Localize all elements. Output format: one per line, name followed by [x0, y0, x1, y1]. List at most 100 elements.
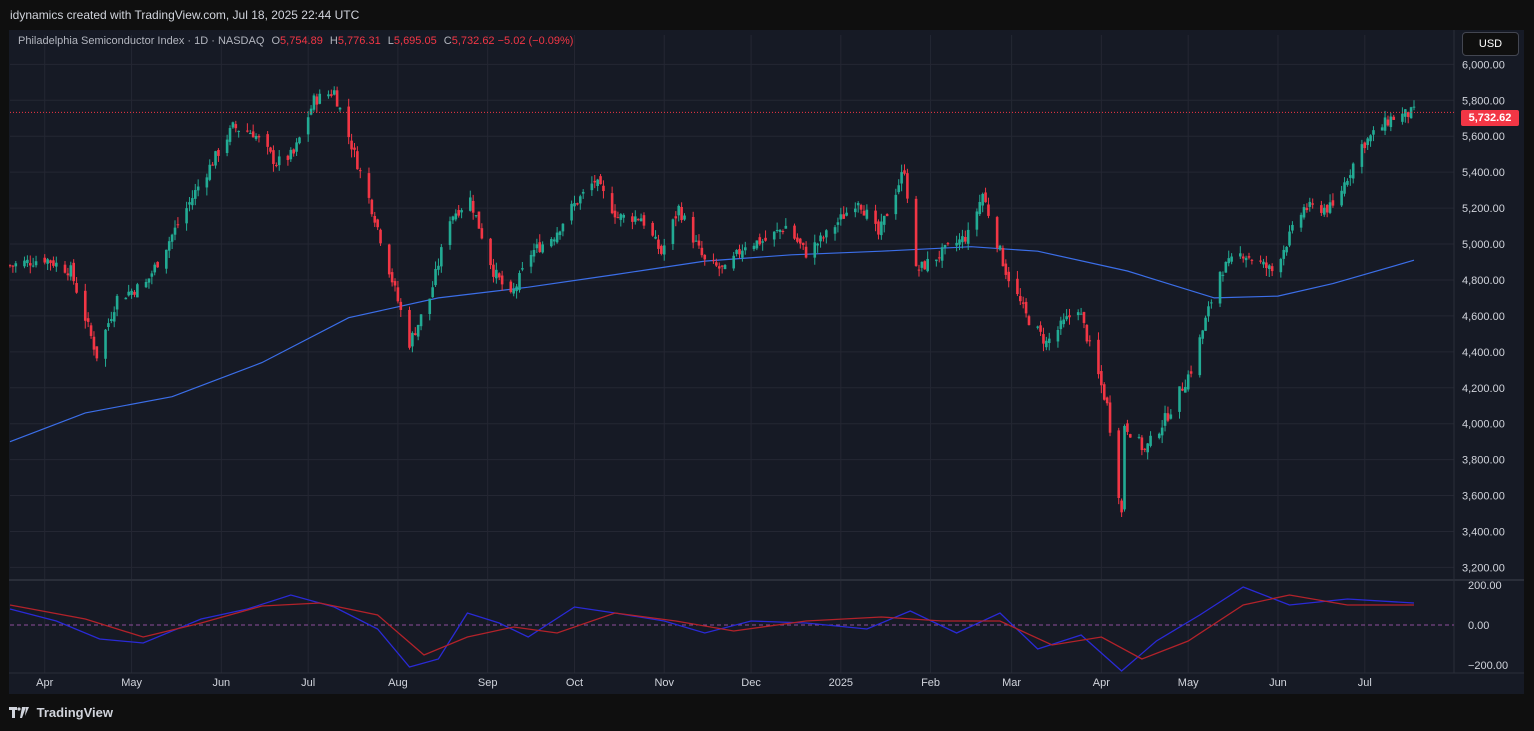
candle-body [419, 314, 423, 327]
candle-body [1189, 371, 1193, 374]
x-tick-label: May [121, 677, 142, 689]
candle-body [1137, 436, 1141, 438]
low-label: L [387, 35, 394, 47]
candle-body [813, 242, 817, 258]
candle-body [920, 261, 924, 268]
y-tick-label: 4,400.00 [1462, 347, 1505, 359]
candle-body [1047, 338, 1051, 343]
candle-body [332, 90, 336, 95]
candle-body [110, 319, 113, 322]
candle-body [1184, 386, 1187, 393]
candle-body [897, 185, 901, 193]
candle-body [1198, 337, 1202, 376]
candle-body [55, 262, 58, 267]
y-tick-label: 5,600.00 [1462, 131, 1505, 143]
candle-body [703, 254, 707, 260]
candle-body [1218, 271, 1222, 304]
candle-body [642, 215, 646, 226]
candle-body [1343, 182, 1346, 194]
candle-body [914, 198, 918, 267]
candle-body [633, 216, 637, 222]
candle-body [95, 346, 99, 359]
candle-body [266, 134, 269, 147]
candle-body [335, 90, 339, 107]
candle-body [839, 214, 843, 220]
candle-body [963, 236, 967, 242]
candle-body [535, 244, 539, 249]
candle-body [555, 232, 559, 243]
y-tick-label: 3,800.00 [1462, 455, 1505, 467]
candle-body [1239, 253, 1242, 257]
candle-body [434, 268, 437, 286]
candle-body [396, 287, 400, 302]
high-label: H [329, 35, 338, 47]
header-bar: idynamics created with TradingView.com, … [0, 0, 1534, 30]
candle-body [1076, 312, 1080, 316]
candle-body [1068, 315, 1071, 318]
candle-body [83, 290, 87, 321]
candle-body [144, 281, 148, 288]
candle-body [1250, 259, 1254, 261]
candle-body [489, 238, 492, 266]
candle-body [1389, 116, 1393, 128]
candle-body [1120, 500, 1123, 513]
candle-body [124, 297, 128, 300]
candle-body [940, 247, 944, 261]
candle-body [289, 149, 293, 160]
candle-body [816, 243, 819, 246]
candle-body [521, 268, 524, 270]
candle-body [1204, 317, 1207, 331]
candle-body [775, 229, 779, 231]
candle-body [529, 254, 533, 267]
candle-body [234, 124, 238, 129]
candle-body [1001, 247, 1005, 267]
candle-body [1279, 259, 1283, 273]
x-tick-label: Feb [921, 677, 940, 689]
candle-body [1019, 296, 1022, 302]
price-chart[interactable]: 6,000.00 5,800.00 5,600.00 5,400.00 5,200.00… [9, 30, 1524, 694]
candle-body [937, 257, 941, 259]
candle-body [480, 228, 484, 239]
candle-body [758, 237, 762, 245]
candle-body [882, 215, 886, 225]
candle-body [1004, 263, 1008, 275]
candle-body [804, 246, 808, 258]
candle-body [1117, 430, 1121, 498]
candle-body [350, 140, 353, 150]
last-price-badge: 5,732.62 [1461, 110, 1519, 126]
y-tick-label: 4,600.00 [1462, 311, 1505, 323]
y-tick-label: 4,800.00 [1462, 275, 1505, 287]
caption: idynamics created with TradingView.com, … [10, 8, 360, 22]
candle-body [1349, 175, 1352, 178]
candle-body [1285, 246, 1288, 253]
candle-body [987, 204, 990, 216]
candle-body [295, 142, 298, 152]
candle-body [880, 221, 883, 236]
candle-body [454, 213, 458, 220]
candle-body [1021, 302, 1025, 304]
candle-body [1369, 135, 1372, 142]
candle-body [1288, 231, 1291, 246]
candle-body [639, 218, 643, 222]
candle-body [1160, 427, 1164, 436]
candle-body [1340, 190, 1343, 206]
candle-body [1169, 414, 1173, 419]
candle-body [738, 249, 741, 255]
candle-body [376, 219, 379, 228]
candle-body [1230, 256, 1233, 262]
candle-body [14, 263, 18, 267]
candle-body [248, 133, 252, 135]
candle-body [657, 239, 660, 249]
candle-body [984, 192, 987, 203]
currency-button[interactable]: USD [1462, 32, 1519, 56]
candle-body [651, 222, 654, 236]
candle-body [1241, 256, 1245, 259]
candle-body [819, 235, 822, 242]
candle-body [801, 242, 805, 246]
candle-body [66, 273, 70, 276]
candle-body [468, 197, 472, 211]
candle-body [613, 210, 617, 218]
candle-body [185, 208, 188, 224]
candle-body [208, 164, 212, 180]
candle-body [338, 107, 342, 110]
